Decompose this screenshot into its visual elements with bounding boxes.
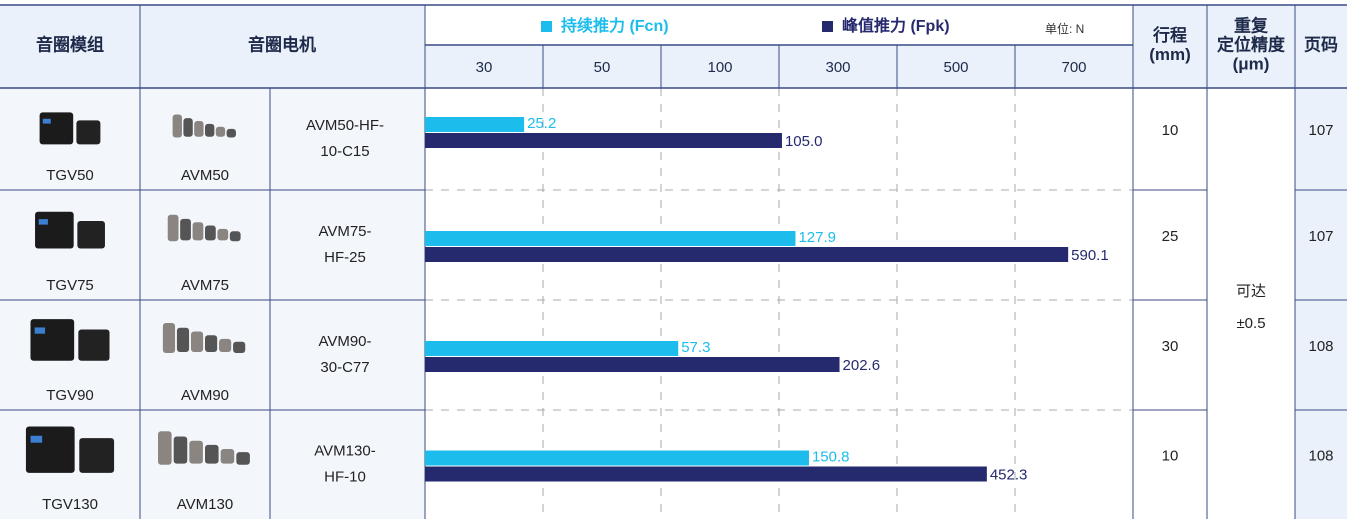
model-name: 30-C77 <box>320 359 369 376</box>
module-image <box>76 120 100 144</box>
bar <box>425 467 987 482</box>
model-name: AVM50-HF- <box>306 117 384 134</box>
model-name: HF-10 <box>324 468 366 485</box>
model-name: AVM90- <box>318 333 371 350</box>
value-label: 590.1 <box>1071 247 1109 264</box>
header-text: 音圈模组 <box>36 34 104 54</box>
stroke-value: 10 <box>1162 122 1179 139</box>
motor-image <box>205 124 214 137</box>
motor-image <box>205 226 216 241</box>
motor-image <box>221 449 235 464</box>
module-image <box>40 112 74 144</box>
module-image <box>77 221 105 249</box>
module-image <box>78 330 109 361</box>
motor-image <box>193 222 204 240</box>
module-image <box>39 219 48 225</box>
unit-label: 单位: N <box>1045 21 1084 36</box>
header-text: 重复 <box>1234 15 1269 35</box>
x-tick-label: 100 <box>707 59 732 76</box>
bar <box>425 451 809 466</box>
motor-image <box>230 231 241 241</box>
value-label: 452.3 <box>990 466 1028 483</box>
motor-name: AVM130 <box>177 496 233 513</box>
motor-image <box>158 431 172 464</box>
legend-label: 持续推力 (Fcn) <box>561 16 669 35</box>
value-label: 202.6 <box>843 357 881 374</box>
model-name: AVM75- <box>318 223 371 240</box>
motor-image <box>205 335 217 352</box>
module-name: TGV75 <box>46 277 94 294</box>
x-tick-label: 700 <box>1061 59 1086 76</box>
model-name: HF-25 <box>324 249 366 266</box>
motor-image <box>189 441 203 464</box>
bar <box>425 117 524 132</box>
module-image <box>26 426 75 472</box>
bar <box>425 357 840 372</box>
spec-table: 音圈模组 音圈电机 行程(mm) 重复定位精度(μm) 页码 持续推力 (Fcn) 峰值推力… <box>0 0 1347 519</box>
value-label: 105.0 <box>785 133 823 150</box>
motor-name: AVM75 <box>181 277 229 294</box>
bar <box>425 231 795 246</box>
header-text: 音圈电机 <box>248 34 316 54</box>
module-image <box>43 119 51 124</box>
module-image <box>31 436 43 443</box>
legend-swatch <box>541 21 552 32</box>
precision-value: ±0.5 <box>1236 315 1265 332</box>
model-name: 10-C15 <box>320 143 369 160</box>
motor-image <box>180 219 191 241</box>
x-tick-label: 300 <box>825 59 850 76</box>
motor-image <box>233 342 245 353</box>
module-name: TGV90 <box>46 387 94 404</box>
motor-image <box>205 445 219 464</box>
motor-image <box>194 121 203 137</box>
motor-image <box>191 331 203 352</box>
header-text: 行程 <box>1152 25 1187 45</box>
value-label: 25.2 <box>527 115 556 132</box>
header-text: (mm) <box>1149 45 1191 64</box>
precision-value: 可达 <box>1236 283 1266 300</box>
legend-bg <box>425 5 1133 45</box>
motor-image <box>174 437 188 464</box>
motor-image <box>183 118 192 137</box>
model-name: AVM130- <box>314 442 375 459</box>
page-number: 107 <box>1308 228 1333 245</box>
motor-image <box>217 229 228 241</box>
page-number: 108 <box>1308 447 1333 464</box>
bar <box>425 247 1068 262</box>
motor-image <box>216 127 225 137</box>
module-image <box>79 438 114 473</box>
x-tick-label: 500 <box>943 59 968 76</box>
legend-swatch <box>822 21 833 32</box>
motor-image <box>173 114 182 137</box>
bar <box>425 133 782 148</box>
page-number: 108 <box>1308 338 1333 355</box>
x-tick-label: 50 <box>594 59 611 76</box>
page-number: 107 <box>1308 122 1333 139</box>
motor-image <box>168 215 179 241</box>
value-label: 150.8 <box>812 448 850 465</box>
module-image <box>35 327 45 333</box>
module-name: TGV50 <box>46 167 94 184</box>
legend-label: 峰值推力 (Fpk) <box>842 16 950 35</box>
motor-image <box>219 339 231 352</box>
module-image <box>30 319 74 361</box>
motor-image <box>227 129 236 138</box>
header-text: 定位精度 <box>1217 34 1286 54</box>
x-tick-label: 30 <box>476 59 493 76</box>
header-text: 页码 <box>1304 35 1338 54</box>
header-text: (μm) <box>1233 54 1270 73</box>
value-label: 57.3 <box>681 339 710 356</box>
module-image <box>35 212 74 249</box>
stroke-value: 10 <box>1162 447 1179 464</box>
motor-name: AVM90 <box>181 387 229 404</box>
stroke-value: 30 <box>1162 338 1179 355</box>
motor-image <box>163 323 175 353</box>
motor-image <box>236 452 250 465</box>
module-name: TGV130 <box>42 496 98 513</box>
motor-name: AVM50 <box>181 167 229 184</box>
stroke-value: 25 <box>1162 228 1179 245</box>
bar <box>425 341 678 356</box>
value-label: 127.9 <box>798 229 836 246</box>
motor-image <box>177 328 189 352</box>
